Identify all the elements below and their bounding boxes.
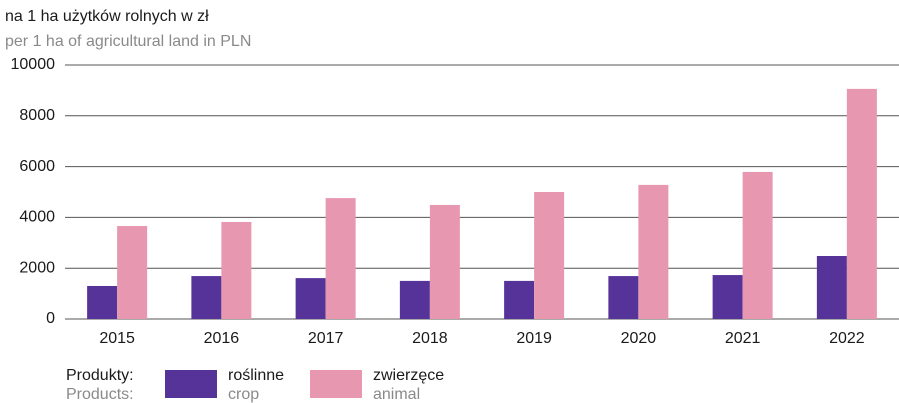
- legend-title-en: Products:: [66, 386, 134, 403]
- chart-subtitle: na 1 ha użytków rolnych w zł: [5, 8, 209, 25]
- x-tick-label: 2022: [829, 330, 865, 347]
- x-tick-label: 2016: [204, 330, 240, 347]
- bar: [191, 276, 222, 319]
- bar: [399, 280, 430, 319]
- x-tick-label: 2018: [412, 330, 448, 347]
- x-tick-label: 2020: [621, 330, 657, 347]
- y-tick-label: 10000: [11, 56, 56, 73]
- legend-label-en: animal: [373, 386, 420, 403]
- x-tick-label: 2021: [725, 330, 761, 347]
- bar: [638, 184, 669, 319]
- legend-label: roślinne: [228, 367, 284, 384]
- legend-label: zwierzęce: [373, 367, 444, 384]
- y-tick-label: 2000: [19, 259, 55, 276]
- bar: [117, 226, 148, 319]
- y-tick-label: 0: [46, 310, 55, 327]
- chart-subtitle-en: per 1 ha of agricultural land in PLN: [5, 33, 251, 50]
- bar: [504, 280, 535, 319]
- y-tick-label: 6000: [19, 158, 55, 175]
- x-tick-label: 2015: [99, 330, 135, 347]
- y-tick-label: 8000: [19, 107, 55, 124]
- bar: [295, 278, 326, 319]
- bar: [221, 221, 252, 319]
- legend-swatch: [165, 370, 217, 398]
- bar: [846, 88, 877, 319]
- bar: [742, 171, 773, 319]
- bar: [325, 198, 356, 319]
- y-tick-label: 4000: [19, 209, 55, 226]
- legend-title: Produkty:: [66, 367, 134, 384]
- legend-swatch: [310, 370, 362, 398]
- legend-label-en: crop: [228, 386, 259, 403]
- bar: [429, 204, 460, 319]
- bar: [712, 275, 743, 319]
- bar: [87, 285, 118, 319]
- bar: [816, 256, 847, 319]
- x-tick-label: 2019: [516, 330, 552, 347]
- bar: [608, 276, 639, 319]
- x-tick-label: 2017: [308, 330, 344, 347]
- bar: [534, 192, 565, 319]
